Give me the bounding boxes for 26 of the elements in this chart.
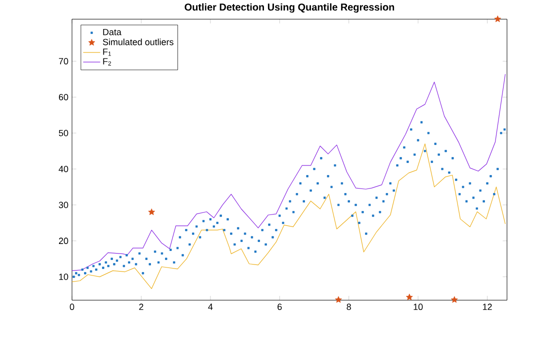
x-tick-label: 2	[139, 304, 144, 310]
x-tick-label: 12	[482, 304, 492, 310]
x-tick-label: 6	[278, 304, 282, 310]
point	[148, 208, 156, 215]
y-tick-label: 20	[58, 238, 68, 244]
point	[450, 296, 458, 303]
line-series	[72, 143, 506, 289]
x-tick-label: 0	[70, 304, 74, 310]
x-tick-label: 10	[414, 304, 423, 310]
chart-title: Outlier Detection Using Quantile Regression	[184, 3, 394, 13]
point	[406, 294, 413, 300]
y-tick-label: 50	[58, 130, 68, 136]
y-tick-label: 30	[58, 202, 68, 208]
x-tick-label: 4	[208, 304, 213, 310]
point	[335, 296, 342, 303]
y-tick-label: 40	[58, 166, 68, 172]
y-tick-label: 60	[58, 94, 68, 100]
point	[494, 15, 502, 22]
legend-label: F$_{2}$	[103, 58, 112, 66]
x-tick-label: 8	[346, 304, 351, 310]
legend-label: Data	[103, 28, 122, 36]
y-tick-label: 10	[59, 274, 68, 280]
line-series	[72, 74, 506, 271]
legend-label: F$_{1}$	[103, 48, 112, 56]
y-tick-label: 70	[58, 58, 68, 64]
legend-label: Simulated outliers	[102, 38, 174, 46]
